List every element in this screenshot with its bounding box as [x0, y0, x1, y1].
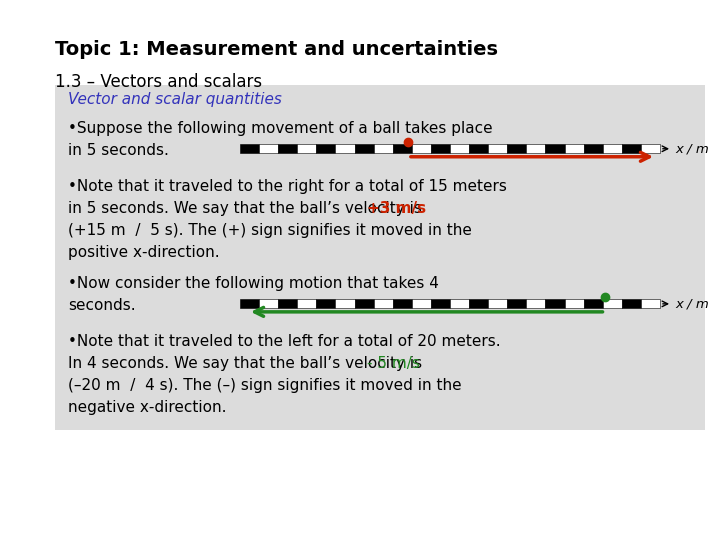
Bar — [316, 144, 336, 153]
Bar — [564, 144, 584, 153]
Text: In 4 seconds. We say that the ball’s velocity is: In 4 seconds. We say that the ball’s vel… — [68, 356, 427, 371]
Bar — [431, 144, 450, 153]
Text: x / m: x / m — [675, 142, 708, 156]
Bar — [336, 299, 354, 308]
Bar — [412, 144, 431, 153]
Bar — [336, 144, 354, 153]
Bar — [469, 144, 488, 153]
Bar — [278, 299, 297, 308]
Bar — [641, 299, 660, 308]
Bar — [259, 299, 278, 308]
Bar — [278, 144, 297, 153]
Text: in 5 seconds. We say that the ball’s velocity is: in 5 seconds. We say that the ball’s vel… — [68, 201, 427, 216]
Text: 1.3 – Vectors and scalars: 1.3 – Vectors and scalars — [55, 73, 262, 91]
Bar — [450, 299, 469, 308]
Text: Vector and scalar quantities: Vector and scalar quantities — [68, 92, 282, 107]
Bar — [603, 144, 622, 153]
Bar — [412, 299, 431, 308]
Bar — [240, 299, 259, 308]
Bar — [297, 299, 316, 308]
Text: - 5 m/s: - 5 m/s — [367, 356, 420, 371]
Text: +3 m/s: +3 m/s — [367, 201, 426, 216]
Bar — [240, 144, 259, 153]
Text: negative x-direction.: negative x-direction. — [68, 400, 227, 415]
Text: •Suppose the following movement of a ball takes place: •Suppose the following movement of a bal… — [68, 120, 492, 136]
Bar — [488, 144, 508, 153]
Text: •Note that it traveled to the right for a total of 15 meters: •Note that it traveled to the right for … — [68, 179, 507, 194]
Bar — [526, 299, 546, 308]
Bar — [584, 299, 603, 308]
Bar — [641, 144, 660, 153]
Bar — [374, 144, 392, 153]
Bar — [431, 299, 450, 308]
Text: •Note that it traveled to the left for a total of 20 meters.: •Note that it traveled to the left for a… — [68, 334, 500, 349]
Bar — [316, 299, 336, 308]
Text: in 5 seconds.: in 5 seconds. — [68, 143, 169, 158]
Bar — [622, 144, 641, 153]
Bar — [584, 144, 603, 153]
Bar — [374, 299, 392, 308]
Bar — [469, 299, 488, 308]
Bar — [354, 299, 374, 308]
Bar — [546, 299, 564, 308]
Bar — [259, 144, 278, 153]
Text: Topic 1: Measurement and uncertainties: Topic 1: Measurement and uncertainties — [55, 40, 498, 59]
Text: positive x-direction.: positive x-direction. — [68, 245, 220, 260]
Text: seconds.: seconds. — [68, 298, 135, 313]
Bar — [392, 144, 412, 153]
Bar — [622, 299, 641, 308]
Bar — [297, 144, 316, 153]
Bar — [564, 299, 584, 308]
Text: (–20 m  /  4 s). The (–) sign signifies it moved in the: (–20 m / 4 s). The (–) sign signifies it… — [68, 378, 462, 393]
Bar — [546, 144, 564, 153]
Bar — [508, 299, 526, 308]
Bar — [488, 299, 508, 308]
Bar — [392, 299, 412, 308]
Bar — [526, 144, 546, 153]
Text: x / m: x / m — [675, 298, 708, 310]
Bar — [450, 144, 469, 153]
Text: (+15 m  /  5 s). The (+) sign signifies it moved in the: (+15 m / 5 s). The (+) sign signifies it… — [68, 223, 472, 238]
Bar — [603, 299, 622, 308]
Bar — [508, 144, 526, 153]
Bar — [354, 144, 374, 153]
Bar — [55, 85, 705, 430]
Text: •Now consider the following motion that takes 4: •Now consider the following motion that … — [68, 276, 439, 291]
